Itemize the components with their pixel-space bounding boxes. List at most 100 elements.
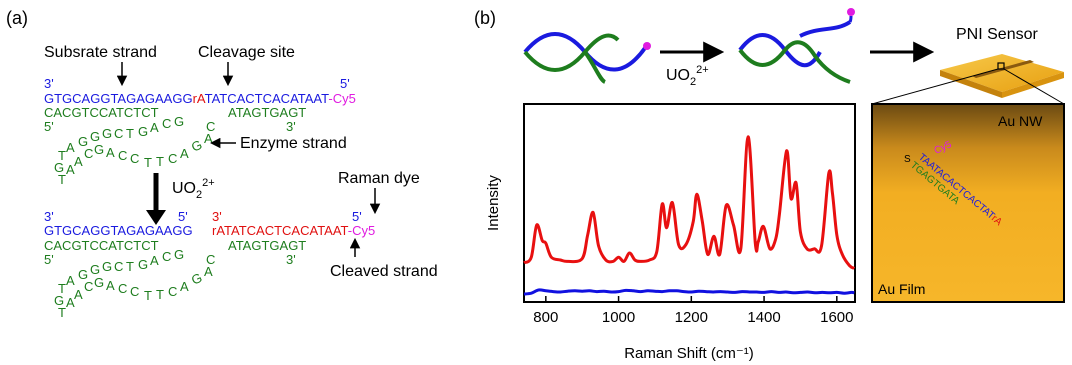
ion-label-a: UO22+	[172, 177, 215, 201]
svg-text:C: C	[130, 151, 139, 166]
inset-thiol: S	[904, 154, 911, 165]
svg-text:G: G	[94, 275, 104, 290]
svg-text:G: G	[189, 137, 205, 155]
pni-sensor-label: PNI Sensor	[956, 26, 1038, 43]
top-duplex: 3' 5' GTGCAGGTAGAGAAGGrATATCACTCACATAAT-…	[44, 76, 356, 134]
bottom-duplex: 3' 5' 3' 5' GTGCAGGTAGAGAAGG rATATCACTCA…	[44, 209, 375, 267]
svg-text:A: A	[66, 295, 75, 310]
bottom-enzyme-right: ATAGTGAGT	[228, 238, 306, 253]
svg-text:C: C	[130, 284, 139, 299]
svg-text:G: G	[189, 270, 205, 288]
svg-text:A: A	[180, 279, 189, 294]
ion-label-b: UO22+	[666, 64, 709, 88]
top-cleavage-base: rA	[193, 91, 206, 106]
dye-dot-1	[643, 42, 651, 50]
bottom-cleaved-sequence: rATATCACTCACATAAT-Cy5	[212, 223, 375, 238]
x-tick-label: 1000	[602, 309, 635, 326]
svg-text:C: C	[162, 249, 171, 264]
substrate-strand-label: Subsrate strand	[44, 44, 157, 61]
dna-duplex-cleaved	[738, 8, 855, 84]
dna-duplex-intact	[523, 32, 651, 84]
bottom-enzyme-left: CACGTCCATCTCT	[44, 238, 159, 253]
bottom-substrate-seq: GTGCAGGTAGAGAAGG	[44, 223, 193, 238]
panel-a-label: (a)	[6, 8, 28, 28]
svg-text:A: A	[150, 120, 159, 135]
svg-text:C: C	[168, 151, 177, 166]
bottom-5prime-right: 5'	[352, 209, 362, 224]
series-layer	[523, 135, 856, 296]
svg-text:G: G	[138, 124, 148, 139]
svg-text:G: G	[102, 126, 112, 141]
x-axis-label: Raman Shift (cm⁻¹)	[624, 345, 754, 362]
x-tick-label: 1400	[747, 309, 780, 326]
bottom-cy5: -Cy5	[348, 223, 375, 238]
sensor-inset: Au NW Au Film S Cy5 TAATACACTCACTATrA TG…	[871, 103, 1065, 303]
svg-text:T: T	[58, 172, 66, 187]
reaction-arrow-head	[146, 210, 166, 225]
svg-text:G: G	[78, 134, 88, 149]
svg-text:A: A	[106, 145, 115, 160]
svg-text:A: A	[66, 273, 75, 288]
svg-text:G: G	[174, 114, 184, 129]
raman-dye-label: Raman dye	[338, 170, 420, 187]
top-3prime-right: 3'	[286, 119, 296, 134]
top-substrate-seq: GTGCAGGTAGAGAAGG	[44, 91, 193, 106]
top-enzyme-left: CACGTCCATCTCT	[44, 105, 159, 120]
svg-text:C: C	[162, 116, 171, 131]
zoom-line-left	[871, 68, 999, 105]
svg-text:C: C	[168, 284, 177, 299]
svg-text:G: G	[54, 293, 64, 308]
svg-text:C: C	[118, 281, 127, 296]
svg-text:G: G	[90, 129, 100, 144]
x-ticks: 800 1000 1200 1400 1600	[533, 296, 854, 326]
svg-text:C: C	[114, 126, 123, 141]
top-5prime-left: 5'	[44, 119, 54, 134]
svg-text:G: G	[174, 247, 184, 262]
top-substrate-rest: TATCACTCACATAAT	[205, 91, 330, 106]
svg-text:T: T	[126, 259, 134, 274]
raman-chart: 800 1000 1200 1400 1600 Raman Shift (cm⁻¹) I…	[485, 103, 856, 362]
svg-text:T: T	[126, 126, 134, 141]
au-nw-label: Au NW	[998, 113, 1043, 129]
bottom-3prime-mid: 3'	[212, 209, 222, 224]
svg-text:C: C	[118, 148, 127, 163]
zoom-line-right	[1003, 68, 1065, 105]
bottom-3prime-left: 3'	[44, 209, 54, 224]
chart-frame	[523, 103, 856, 303]
svg-text:A: A	[106, 278, 115, 293]
svg-text:A: A	[74, 287, 83, 302]
x-tick-label: 1600	[820, 309, 853, 326]
svg-text:T: T	[144, 288, 152, 303]
series-line-blue	[523, 288, 855, 296]
svg-text:T: T	[156, 287, 164, 302]
cleaved-strand-label: Cleaved strand	[330, 263, 438, 280]
y-axis-label: Intensity	[485, 175, 502, 231]
svg-text:C: C	[84, 146, 93, 161]
svg-text:A: A	[204, 131, 213, 146]
svg-text:C: C	[206, 119, 215, 134]
svg-text:A: A	[150, 253, 159, 268]
bottom-3prime-right: 3'	[286, 252, 296, 267]
top-enzyme-right: ATAGTGAGT	[228, 105, 306, 120]
enzyme-strand-label: Enzyme strand	[240, 135, 347, 152]
svg-text:T: T	[58, 148, 66, 163]
svg-text:A: A	[180, 146, 189, 161]
top-3prime-left: 3'	[44, 76, 54, 91]
x-tick-label: 800	[533, 309, 558, 326]
bottom-5prime-left: 5'	[44, 252, 54, 267]
zoom-region	[997, 62, 1005, 70]
dye-dot-2	[847, 8, 855, 16]
cleavage-site-label: Cleavage site	[198, 44, 295, 61]
top-5prime-right: 5'	[340, 76, 350, 91]
top-cy5: -Cy5	[328, 91, 355, 106]
svg-text:A: A	[66, 162, 75, 177]
svg-text:G: G	[78, 267, 88, 282]
svg-text:T: T	[58, 281, 66, 296]
bottom-cleaved-seq: rATATCACTCACATAAT	[212, 223, 349, 238]
svg-text:C: C	[114, 259, 123, 274]
panel-b-label: (b)	[474, 8, 496, 28]
bottom-5prime-mid: 5'	[178, 209, 188, 224]
